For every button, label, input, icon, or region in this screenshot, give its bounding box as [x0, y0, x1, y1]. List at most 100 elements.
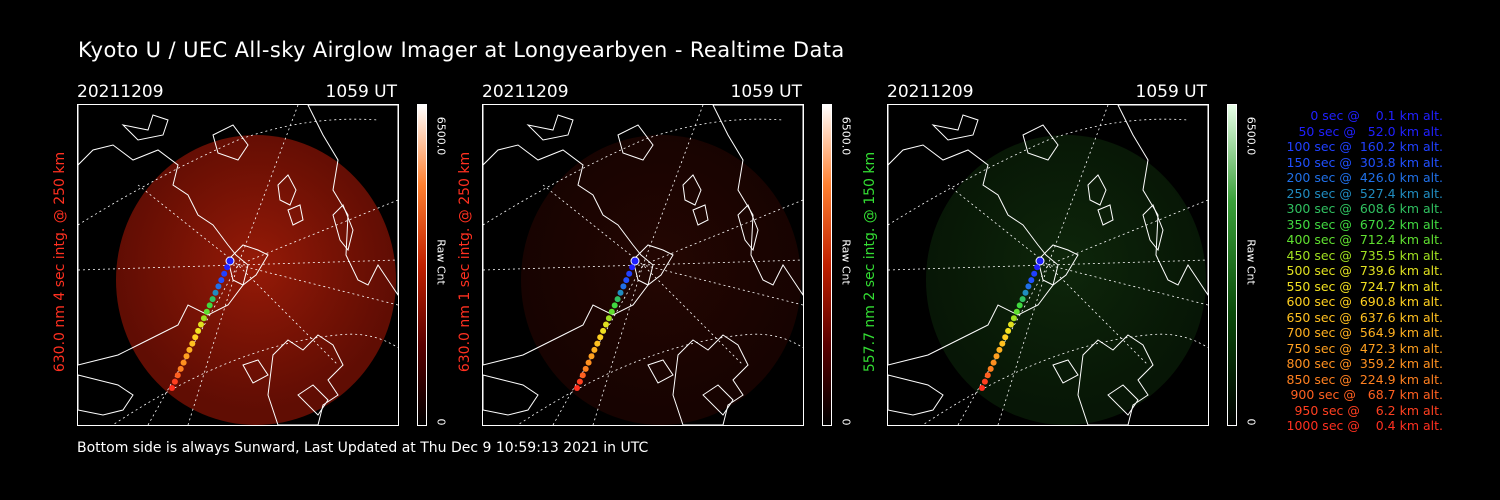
trajectory-point [597, 334, 604, 341]
coastline [287, 204, 304, 226]
coastline [931, 114, 979, 141]
airglow-image [116, 135, 396, 425]
trajectory-point [984, 372, 991, 379]
graticule-line [642, 105, 704, 266]
panel-time: 1059 UT [1135, 82, 1208, 102]
trajectory-point [591, 346, 598, 353]
coastline [78, 105, 249, 366]
coastline [1022, 124, 1059, 161]
coastline [332, 204, 354, 252]
legend-item: 250 sec @ 527.4 km alt. [1286, 185, 1443, 201]
coastline [1117, 105, 1208, 296]
trajectory-point [600, 327, 607, 334]
graticule-line [237, 199, 398, 266]
trajectory-point [189, 340, 196, 347]
legend-item: 850 sec @ 224.9 km alt. [1286, 371, 1443, 387]
trajectory-point [1035, 256, 1045, 266]
graticule-line [483, 118, 784, 226]
legend-item: 50 sec @ 52.0 km alt. [1294, 123, 1443, 139]
map-canvas [78, 105, 398, 425]
legend-item: 750 sec @ 472.3 km alt. [1286, 340, 1443, 356]
trajectory-point [198, 321, 204, 328]
trajectory-point [1034, 264, 1041, 271]
panel-630nm-1sec: 20211209 1059 UT 630.0 nm 1 sec intg. @ … [457, 80, 872, 430]
graticule-line [112, 333, 398, 425]
coastline [1087, 174, 1107, 206]
legend-item: 600 sec @ 690.8 km alt. [1286, 294, 1443, 309]
legend-item: 700 sec @ 564.9 km alt. [1286, 325, 1443, 340]
coastline [277, 174, 297, 206]
legend-item: 350 sec @ 670.2 km alt. [1286, 216, 1443, 232]
trajectory-point [203, 308, 210, 315]
graticule-line [888, 118, 1189, 226]
graticule-line [237, 105, 299, 266]
colorbar-unit-label: Raw Cnt [839, 239, 853, 285]
colorbar [417, 104, 427, 426]
coastline [526, 114, 574, 141]
colorbar-max-label: 6500.0 [1244, 116, 1258, 156]
trajectory-point [630, 256, 640, 266]
airglow-image [521, 135, 801, 425]
legend-item: 400 sec @ 712.4 km alt. [1286, 232, 1443, 247]
trajectory-point [218, 277, 225, 284]
trajectory-point [611, 302, 618, 309]
colorbar-min-label: 0 [434, 418, 448, 426]
graticule-line [922, 333, 1208, 425]
trajectory-legend: 0 sec @ 0.1 km alt. 50 sec @ 52.0 km alt… [1263, 108, 1443, 434]
allsky-map [887, 104, 1209, 426]
legend-item: 550 sec @ 724.7 km alt. [1286, 278, 1443, 294]
coastline [617, 124, 654, 161]
colorbar-min-label: 0 [1244, 418, 1258, 426]
trajectory-point [200, 315, 207, 322]
coastline [1077, 334, 1154, 425]
trajectory-point [987, 365, 994, 372]
graticule-line [1047, 199, 1208, 266]
trajectory-point [195, 327, 202, 334]
coastline [737, 204, 759, 252]
trajectory-point [620, 283, 627, 290]
trajectory-point [169, 385, 175, 391]
panel-date: 20211209 [77, 82, 164, 102]
trajectory-point [981, 378, 988, 385]
coastline [702, 384, 734, 416]
trajectory-point [183, 353, 190, 360]
coastline [483, 105, 654, 366]
legend-item: 950 sec @ 6.2 km alt. [1294, 402, 1443, 418]
trajectory-point [177, 365, 184, 372]
trajectory-point [1005, 327, 1012, 334]
trajectory-point [1008, 321, 1014, 328]
panel-date: 20211209 [482, 82, 569, 102]
coastline [307, 105, 398, 296]
allsky-map [482, 104, 804, 426]
graticule-line [642, 199, 803, 266]
panel-wavelength-label: 630.0 nm 4 sec intg. @ 250 km [52, 151, 68, 373]
trajectory-point [1031, 270, 1038, 277]
trajectory-point [192, 334, 199, 341]
trajectory-point [629, 264, 636, 271]
trajectory-point [1016, 302, 1023, 309]
coastline [242, 359, 269, 384]
trajectory-point [605, 315, 612, 322]
coastline [888, 374, 944, 416]
legend-item: 150 sec @ 303.8 km alt. [1286, 154, 1443, 170]
trajectory-point [617, 289, 624, 296]
trajectory-point [1022, 289, 1029, 296]
colorbar-max-label: 6500.0 [434, 116, 448, 156]
trajectory-point [1019, 296, 1026, 303]
trajectory-point [594, 340, 601, 347]
coastline [78, 374, 134, 416]
legend-item: 800 sec @ 359.2 km alt. [1286, 356, 1443, 371]
trajectory-point [1010, 315, 1017, 322]
colorbar [822, 104, 832, 426]
trajectory-point [585, 359, 592, 366]
trajectory-point [990, 359, 997, 366]
footer-status: Bottom side is always Sunward, Last Upda… [77, 440, 649, 456]
trajectory-point [180, 359, 187, 366]
trajectory-point [221, 270, 228, 277]
trajectory-point [993, 353, 1000, 360]
page-title: Kyoto U / UEC All-sky Airglow Imager at … [78, 38, 845, 62]
legend-item: 200 sec @ 426.0 km alt. [1286, 170, 1443, 185]
trajectory-point [626, 270, 633, 277]
coastline [1052, 359, 1079, 384]
trajectory-point [215, 283, 222, 290]
